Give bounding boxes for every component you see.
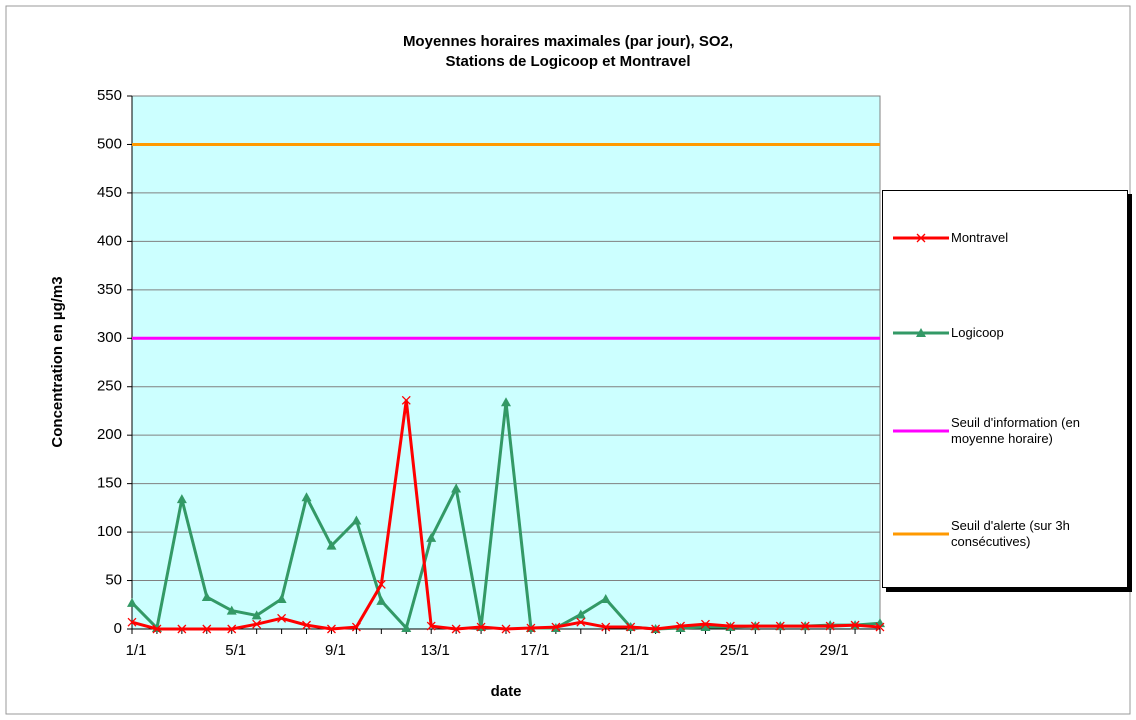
marker (152, 624, 162, 634)
marker (476, 622, 486, 632)
legend-swatch (893, 532, 949, 536)
marker (676, 621, 685, 631)
marker (302, 620, 311, 630)
legend-label: Seuil d'information (en moyenne horaire) (951, 415, 1080, 446)
legend-entry: Seuil d'alerte (sur 3h consécutives) (891, 518, 1121, 550)
legend-entry: Seuil d'information (en moyenne horaire) (891, 415, 1121, 447)
legend-swatch (893, 233, 949, 243)
marker (651, 624, 661, 634)
marker (326, 540, 337, 550)
marker (127, 617, 137, 627)
marker (202, 624, 212, 634)
x-tick-label: 17/1 (520, 642, 549, 659)
x-tick-label: 9/1 (325, 642, 346, 659)
marker (426, 621, 436, 631)
marker (276, 593, 287, 603)
marker (576, 617, 586, 627)
marker (227, 624, 237, 634)
marker (875, 622, 885, 632)
y-tick-label: 100 (97, 523, 122, 540)
marker (201, 592, 212, 602)
marker (800, 621, 810, 631)
chart-title: Stations de Logicoop et Montravel (445, 53, 690, 70)
y-tick-label: 0 (114, 620, 122, 637)
marker (301, 492, 312, 502)
marker (551, 622, 561, 632)
x-tick-label: 29/1 (820, 642, 849, 659)
marker (626, 622, 636, 632)
y-axis-label: Concentration en µg/m3 (49, 276, 66, 447)
x-tick-label: 1/1 (126, 642, 147, 659)
marker (252, 619, 262, 629)
marker (600, 593, 611, 603)
marker (501, 624, 511, 634)
marker (916, 328, 926, 337)
marker (376, 579, 386, 589)
marker (401, 395, 411, 405)
x-tick-label: 25/1 (720, 642, 749, 659)
marker (226, 605, 237, 615)
legend-entry: Montravel (891, 230, 1121, 246)
marker (575, 609, 586, 619)
marker (601, 622, 611, 632)
marker (501, 397, 511, 407)
marker (127, 597, 137, 607)
marker (351, 622, 361, 632)
marker (177, 624, 187, 634)
x-axis-label: date (491, 683, 522, 700)
x-tick-label: 21/1 (620, 642, 649, 659)
x-tick-label: 13/1 (421, 642, 450, 659)
marker (701, 619, 710, 629)
legend-swatch (893, 429, 949, 433)
legend-label: Montravel (951, 230, 1009, 245)
chart-title: Moyennes horaires maximales (par jour), … (403, 33, 733, 50)
marker (750, 621, 760, 631)
legend-swatch (893, 328, 949, 337)
marker (327, 624, 336, 634)
marker (176, 494, 187, 504)
marker (775, 621, 785, 631)
y-tick-label: 50 (105, 572, 122, 589)
legend-label: Logicoop (951, 325, 1004, 340)
marker (850, 620, 860, 630)
marker (725, 621, 735, 631)
y-tick-label: 350 (97, 281, 122, 298)
marker (401, 623, 412, 633)
y-tick-label: 550 (97, 87, 122, 104)
marker (526, 623, 536, 633)
plot-area (131, 95, 881, 630)
legend-entry: Logicoop (891, 325, 1121, 341)
y-tick-label: 450 (97, 184, 122, 201)
marker (251, 610, 262, 620)
legend: Montravel Logicoop Seuil d'information (en… (882, 190, 1128, 588)
y-tick-label: 400 (97, 232, 122, 249)
marker (451, 624, 461, 634)
x-tick-label: 5/1 (225, 642, 246, 659)
y-tick-label: 150 (97, 475, 122, 492)
y-tick-label: 500 (97, 135, 122, 152)
marker (277, 613, 287, 623)
y-tick-label: 250 (97, 378, 122, 395)
y-tick-label: 200 (97, 426, 122, 443)
y-tick-label: 300 (97, 329, 122, 346)
marker (376, 595, 387, 605)
marker (451, 483, 462, 493)
marker (825, 621, 835, 631)
marker (426, 532, 437, 542)
marker (916, 233, 926, 243)
marker (351, 515, 362, 525)
marker (700, 622, 711, 632)
legend-label: Seuil d'alerte (sur 3h consécutives) (951, 518, 1070, 549)
